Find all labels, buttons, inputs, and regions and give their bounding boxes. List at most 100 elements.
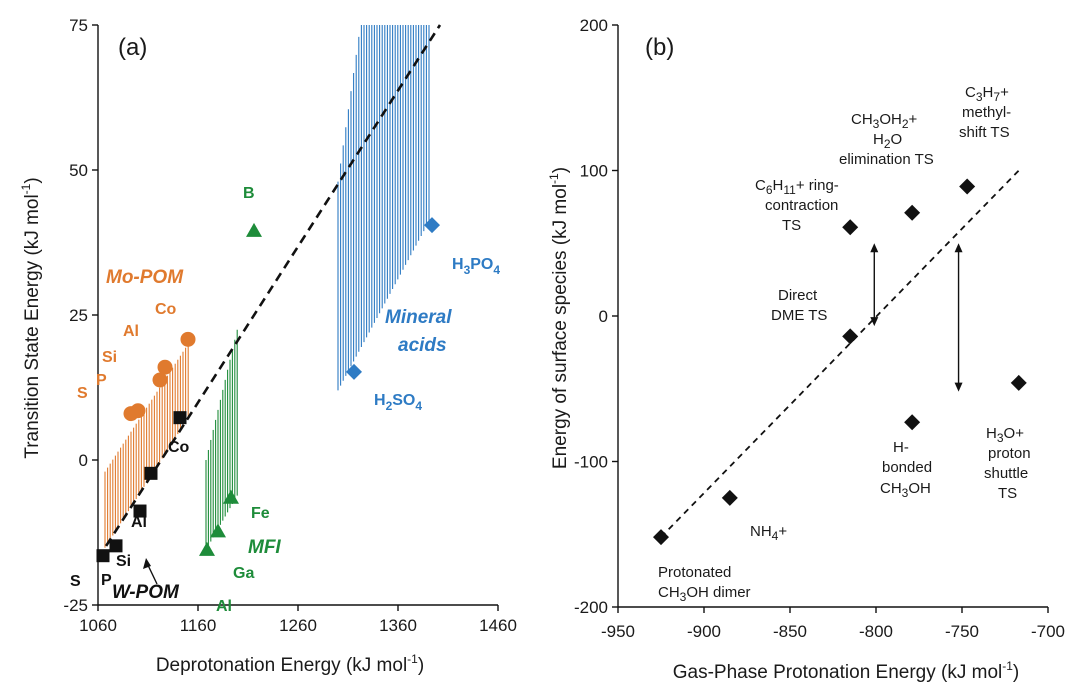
b-point-6 xyxy=(959,178,976,195)
label-mo-co: Co xyxy=(155,301,177,318)
b-arrowhead-top-0 xyxy=(870,243,879,253)
label-h3po4: H3PO4 xyxy=(452,256,500,277)
b-x-tick-label: -950 xyxy=(601,622,635,641)
b-point-0 xyxy=(653,529,669,546)
point-w-pom-p xyxy=(109,539,123,553)
mo-pom-label: Mo-POM xyxy=(106,267,184,288)
a-x-tick-label: 1460 xyxy=(479,616,517,635)
a-point-labels: S P Si Al Co S P Si Al Co Al Ga Fe B H2S… xyxy=(70,185,500,615)
label-mo-p: P xyxy=(96,372,107,389)
a-x-tick-label: 1360 xyxy=(379,616,417,635)
b-trendline xyxy=(660,169,1020,538)
a-x-tick-label: 1260 xyxy=(279,616,317,635)
b-x-tick-label: -750 xyxy=(945,622,979,641)
point-w-pom-co xyxy=(173,411,187,425)
w-pom-label: W-POM xyxy=(112,582,180,603)
point-mfi-ga xyxy=(210,523,226,538)
label-mfi-b: B xyxy=(243,185,255,202)
point-w-pom-si xyxy=(133,504,147,518)
label-h2so4: H2SO4 xyxy=(374,392,422,413)
panel-a: -25 0 25 50 75 1060 1160 1260 1360 1460 (a) Depro… xyxy=(19,16,517,676)
a-x-axis-title: Deprotonation Energy (kJ mol-1) xyxy=(156,652,424,676)
a-y-tick-label: 75 xyxy=(69,16,88,35)
point-mo-pom-co xyxy=(180,331,196,347)
label-dimer-1: Protonated xyxy=(658,564,731,581)
label-shuttle-1: H3O+ xyxy=(986,425,1024,445)
label-mo-s: S xyxy=(77,385,88,402)
b-axes: -200 -100 0 100 200 -950 -900 -850 -800 -750 -700 xyxy=(574,16,1065,641)
b-x-axis-title: Gas-Phase Protonation Energy (kJ mol-1) xyxy=(673,659,1020,683)
a-x-tick-label: 1160 xyxy=(180,616,217,635)
point-mo-pom-si xyxy=(152,372,168,388)
b-arrowhead-bottom-1 xyxy=(954,382,963,392)
point-w-pom-al xyxy=(144,466,158,480)
label-w-al: Al xyxy=(131,514,147,531)
label-hb-2: bonded xyxy=(882,459,932,476)
b-point-labels: Protonated CH3OH dimer NH4+ Direct DME T… xyxy=(658,84,1031,604)
b-point-3 xyxy=(842,219,859,236)
label-w-s: S xyxy=(70,573,81,590)
a-axes: -25 0 25 50 75 1060 1160 1260 1360 1460 xyxy=(63,16,516,635)
label-nh4: NH4+ xyxy=(750,523,787,543)
b-x-tick-label: -800 xyxy=(859,622,893,641)
label-ring-2: contraction xyxy=(765,197,838,214)
point-mo-pom-al xyxy=(157,359,173,375)
label-elim-3: elimination TS xyxy=(839,151,934,168)
label-dimer-2: CH3OH dimer xyxy=(658,584,751,604)
a-y-tick-label: -25 xyxy=(63,596,88,615)
a-y-tick-label: 0 xyxy=(79,451,88,470)
b-arrowhead-bottom-0 xyxy=(870,317,879,327)
b-point-2 xyxy=(842,328,859,345)
label-hb-3: CH3OH xyxy=(880,480,931,500)
b-point-4 xyxy=(904,204,921,221)
label-methyl-1: C3H7+ xyxy=(965,84,1009,104)
b-y-tick-label: -100 xyxy=(574,453,608,472)
mineral-label-1: Mineral xyxy=(385,307,452,328)
label-mfi-fe: Fe xyxy=(251,505,270,522)
b-point-1 xyxy=(721,489,738,506)
label-hb-1: H- xyxy=(893,439,909,456)
point-mineral-acids-h2so4 xyxy=(346,363,362,380)
b-point-7 xyxy=(1010,374,1027,391)
label-ring-1: C6H11+ ring- xyxy=(755,177,839,197)
label-methyl-3: shift TS xyxy=(959,124,1010,141)
label-shuttle-2: proton xyxy=(988,445,1031,462)
point-mfi-b xyxy=(246,222,262,237)
a-x-tick-label: 1060 xyxy=(79,616,117,635)
label-w-p: P xyxy=(101,572,112,589)
label-shuttle-4: TS xyxy=(998,485,1017,502)
label-shuttle-3: shuttle xyxy=(984,465,1028,482)
b-y-axis-title: Energy of surface species (kJ mol-1) xyxy=(547,167,571,469)
point-mo-pom-p xyxy=(130,403,146,419)
point-mfi-al xyxy=(199,541,215,556)
label-direct-1: Direct xyxy=(778,287,818,304)
a-data-points xyxy=(96,217,440,563)
label-w-si: Si xyxy=(116,553,131,570)
label-mfi-al: Al xyxy=(216,598,232,615)
label-methyl-2: methyl- xyxy=(962,104,1011,121)
b-y-tick-label: 0 xyxy=(599,307,608,326)
b-y-tick-label: -200 xyxy=(574,598,608,617)
b-x-tick-label: -850 xyxy=(773,622,807,641)
a-hatch-regions xyxy=(104,25,430,550)
b-x-tick-label: -700 xyxy=(1031,622,1065,641)
a-panel-label: (a) xyxy=(118,34,147,61)
a-y-tick-label: 25 xyxy=(69,306,88,325)
b-x-tick-label: -900 xyxy=(687,622,721,641)
a-y-axis-title: Transition State Energy (kJ mol-1) xyxy=(19,177,43,458)
b-arrows xyxy=(870,243,963,392)
b-data-points xyxy=(653,178,1027,546)
mineral-label-2: acids xyxy=(398,335,447,356)
point-w-pom-s xyxy=(96,549,110,563)
b-y-tick-label: 100 xyxy=(580,162,608,181)
label-mfi-ga: Ga xyxy=(233,565,254,582)
mfi-label: MFI xyxy=(248,537,281,558)
label-elim-2: H2O xyxy=(873,131,902,151)
b-y-tick-label: 200 xyxy=(580,16,608,35)
b-arrowhead-top-1 xyxy=(954,243,963,253)
label-ring-3: TS xyxy=(782,217,801,234)
label-elim-1: CH3OH2+ xyxy=(851,111,918,131)
label-mo-al: Al xyxy=(123,323,139,340)
